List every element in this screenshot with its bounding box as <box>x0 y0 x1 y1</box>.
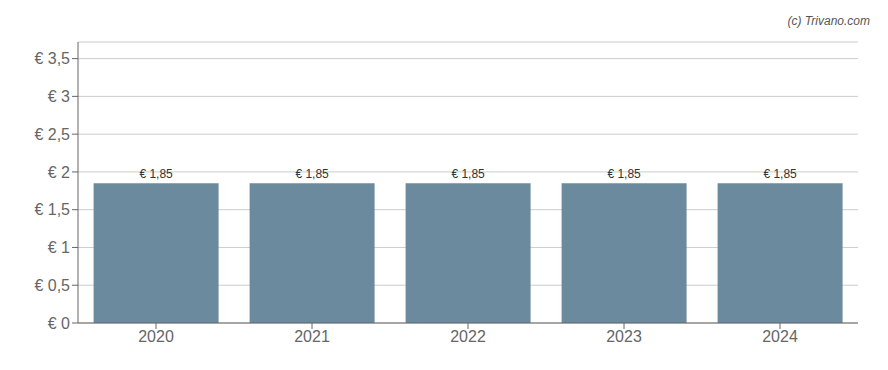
svg-text:€ 3,5: € 3,5 <box>34 50 70 67</box>
svg-text:€ 1,5: € 1,5 <box>34 201 70 218</box>
svg-text:€ 1,85: € 1,85 <box>139 167 173 181</box>
svg-text:€ 0,5: € 0,5 <box>34 277 70 294</box>
svg-text:2023: 2023 <box>606 328 642 345</box>
svg-text:2021: 2021 <box>294 328 330 345</box>
svg-text:€ 1: € 1 <box>48 239 70 256</box>
svg-text:€ 2,5: € 2,5 <box>34 126 70 143</box>
svg-text:2020: 2020 <box>138 328 174 345</box>
svg-text:€ 3: € 3 <box>48 88 70 105</box>
svg-text:€ 1,85: € 1,85 <box>295 167 329 181</box>
svg-text:2022: 2022 <box>450 328 486 345</box>
svg-text:€ 1,85: € 1,85 <box>763 167 797 181</box>
svg-text:2024: 2024 <box>762 328 798 345</box>
svg-text:€ 1,85: € 1,85 <box>607 167 641 181</box>
svg-text:€ 0: € 0 <box>48 315 70 332</box>
svg-text:€ 2: € 2 <box>48 164 70 181</box>
svg-text:€ 1,85: € 1,85 <box>451 167 485 181</box>
html-text:(c) Trivano.com: (c) Trivano.com <box>787 14 870 28</box>
